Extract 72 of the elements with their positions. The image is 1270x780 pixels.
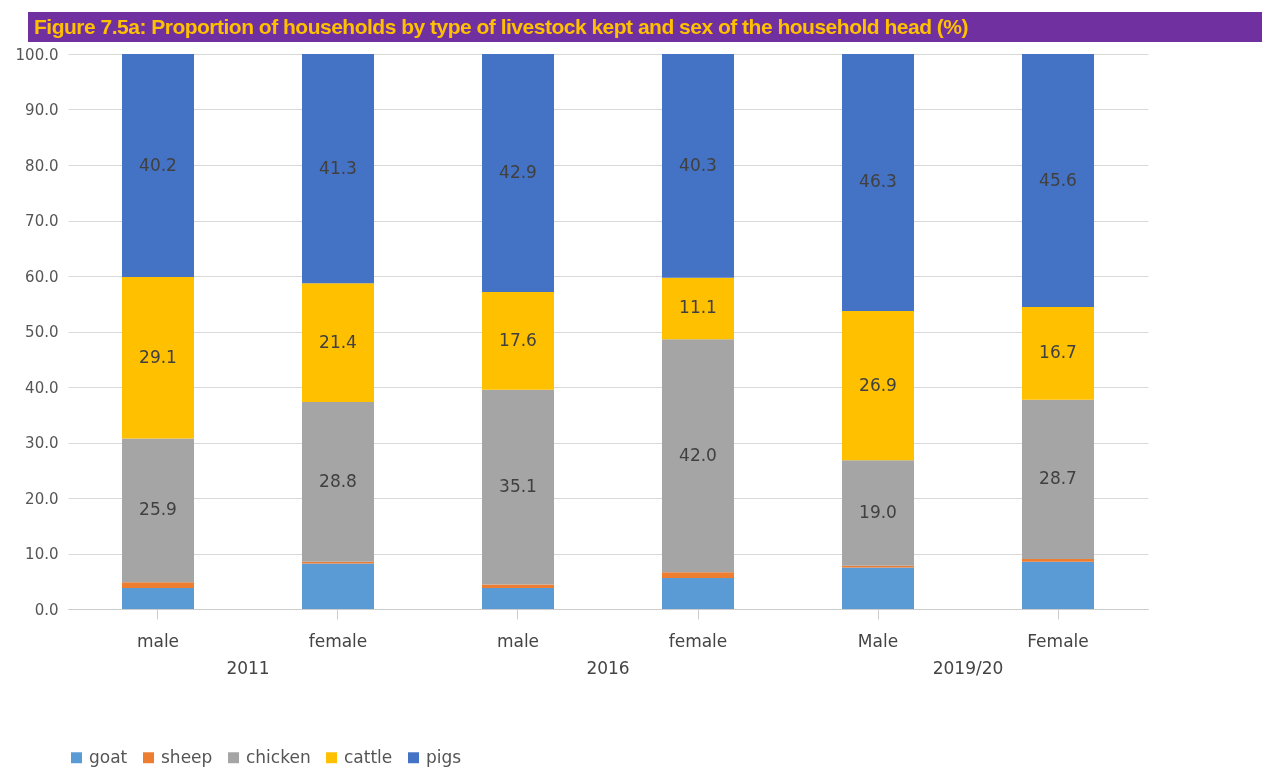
data-label: 19.0	[859, 501, 897, 522]
data-label: 40.3	[679, 154, 717, 175]
data-label: 45.6	[1039, 169, 1077, 190]
data-label: 28.7	[1039, 468, 1077, 489]
bar	[122, 438, 194, 583]
bar	[662, 577, 734, 609]
bar	[482, 389, 554, 585]
chart-title: Figure 7.5a: Proportion of households by type of livestock kept and sex of the household head (%)	[28, 12, 1262, 42]
x-tick-label: Female	[1027, 630, 1089, 651]
bar	[302, 283, 374, 402]
bar	[842, 567, 914, 609]
bar	[1022, 54, 1094, 308]
x-tick-label: female	[668, 630, 728, 651]
bar	[1022, 561, 1094, 609]
legend-label: sheep	[161, 746, 213, 767]
bar	[122, 582, 194, 588]
data-label: 26.9	[859, 374, 897, 395]
bar	[662, 277, 734, 340]
legend-label: cattle	[344, 746, 393, 767]
data-label: 29.1	[139, 346, 177, 367]
bar	[482, 584, 554, 588]
text: 2011	[226, 658, 270, 678]
bar	[482, 587, 554, 609]
y-tick-label: 100.0	[15, 45, 59, 64]
bar	[302, 563, 374, 609]
y-tick-label: 10.0	[25, 545, 59, 563]
data-label: 42.9	[499, 162, 537, 183]
data-label: 28.8	[319, 470, 357, 491]
bar	[482, 292, 554, 390]
data-label: 21.4	[319, 331, 357, 352]
y-tick-label: 80.0	[25, 156, 59, 175]
text: 2019/20	[932, 658, 1004, 678]
bar	[662, 572, 734, 578]
data-label: 16.7	[1039, 342, 1077, 363]
x-tick-label: male	[496, 630, 540, 651]
data-label: 40.2	[139, 154, 177, 175]
legend-label: goat	[89, 746, 128, 767]
y-tick-label: 50.0	[25, 323, 59, 341]
text: 2016	[586, 658, 630, 678]
y-tick-label: 90.0	[25, 101, 59, 119]
bar	[662, 54, 734, 278]
x-tick-label: female	[308, 630, 368, 651]
y-tick-label: 60.0	[25, 267, 59, 286]
bar	[482, 54, 554, 293]
bar	[1022, 399, 1094, 560]
bar	[302, 54, 374, 284]
data-label: 46.3	[859, 171, 897, 192]
data-label: 17.6	[499, 329, 537, 350]
x-tick-label: Male	[857, 630, 899, 651]
bar	[842, 460, 914, 566]
bar	[122, 54, 194, 278]
data-label: 42.0	[679, 444, 717, 465]
x-tick-label: male	[136, 630, 180, 651]
bar	[1022, 559, 1094, 562]
bar	[302, 401, 374, 562]
y-tick-label: 20.0	[25, 489, 59, 508]
data-label: 11.1	[679, 297, 717, 318]
data-label: 41.3	[319, 157, 357, 178]
bar	[1022, 307, 1094, 400]
data-label: 25.9	[139, 499, 177, 520]
data-label: 35.1	[499, 476, 537, 497]
y-tick-label: 40.0	[25, 378, 59, 397]
bar	[122, 587, 194, 609]
y-tick-label: 0.0	[34, 600, 59, 619]
bar	[662, 339, 734, 573]
legend-label: pigs	[426, 746, 462, 767]
y-tick-label: 70.0	[25, 212, 59, 230]
bar	[122, 277, 194, 439]
legend-label: chicken	[246, 746, 311, 767]
bar	[842, 310, 914, 461]
y-tick-label: 30.0	[25, 434, 59, 452]
bar	[842, 54, 914, 311]
